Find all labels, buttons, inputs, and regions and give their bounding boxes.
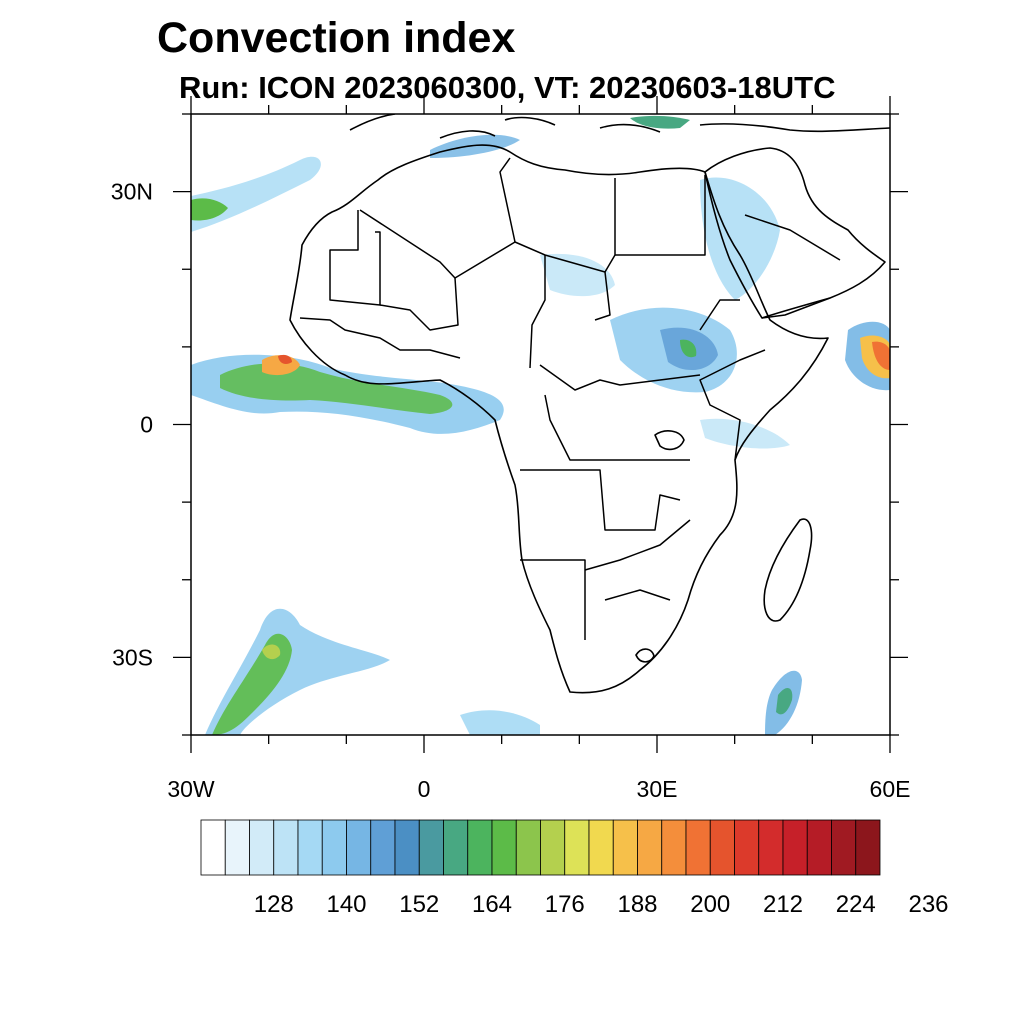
field-south-central <box>460 710 540 735</box>
field-south-atlantic-peak <box>262 644 281 660</box>
colorbar-swatch <box>370 819 396 876</box>
border-3 <box>499 157 516 243</box>
colorbar-swatch <box>418 819 444 876</box>
convection-field <box>191 115 890 735</box>
border-7 <box>615 175 706 256</box>
colorbar-label: 176 <box>545 891 585 918</box>
colorbar-swatch <box>709 819 735 876</box>
field-sahel <box>540 253 615 297</box>
border-15 <box>699 299 740 331</box>
field-north-atlantic <box>191 156 321 232</box>
colorbar-swatch <box>612 819 638 876</box>
border-11 <box>520 559 586 640</box>
border-5 <box>529 255 546 369</box>
lake-victoria-coastline <box>654 430 685 451</box>
y-tick-label: 0 <box>140 412 153 438</box>
border-12 <box>584 519 691 571</box>
colorbar-swatch <box>321 819 347 876</box>
colorbar-label: 236 <box>908 891 948 918</box>
colorbar-swatch <box>782 819 808 876</box>
colorbar: 128 140 152 164 176 188 200 212 224 236 <box>200 819 949 918</box>
lesotho-coastline <box>635 648 655 663</box>
border-4 <box>379 277 459 331</box>
colorbar-swatch <box>273 819 299 876</box>
border-10 <box>520 469 681 531</box>
field-mediterranean <box>430 134 520 158</box>
colorbar-swatch <box>491 819 517 876</box>
colorbar-swatch <box>394 819 420 876</box>
colorbar-swatch <box>758 819 784 876</box>
field-equatorial-east <box>700 418 790 449</box>
chart-subtitle: Run: ICON 2023060300, VT: 20230603-18UTC <box>179 70 836 105</box>
border-8 <box>539 364 701 391</box>
colorbar-swatch <box>564 819 590 876</box>
colorbar-swatch <box>443 819 469 876</box>
field-north-atlantic-core <box>191 198 228 221</box>
border-13 <box>604 589 671 601</box>
border-6 <box>594 271 611 321</box>
colorbar-label: 152 <box>399 891 439 918</box>
europe-coastline <box>349 114 890 139</box>
madagascar-coastline <box>763 518 813 622</box>
field-ethiopia-green <box>680 339 697 358</box>
colorbar-label: 164 <box>472 891 512 918</box>
colorbar-swatch <box>806 819 832 876</box>
colorbar-swatch <box>297 819 323 876</box>
colorbar-label: 140 <box>326 891 366 918</box>
y-tick-label: 30S <box>112 644 153 670</box>
colorbar-label: 188 <box>617 891 657 918</box>
field-band-west-africa-core <box>220 363 453 414</box>
colorbar-swatch <box>346 819 372 876</box>
colorbar-swatch <box>637 819 663 876</box>
colorbar-label: 212 <box>763 891 803 918</box>
field-mediterranean-east <box>630 115 690 129</box>
border-17 <box>744 214 841 261</box>
colorbar-label: 200 <box>690 891 730 918</box>
border-2 <box>359 178 616 279</box>
colorbar-swatch <box>249 819 275 876</box>
axis-ticks: 30W 0 30E 60E 30N 0 30S <box>111 96 911 802</box>
colorbar-swatch <box>855 819 881 876</box>
x-tick-label: 30W <box>167 776 215 802</box>
colorbar-swatch <box>734 819 760 876</box>
colorbar-swatch <box>224 819 250 876</box>
colorbar-swatch <box>831 819 857 876</box>
x-tick-label: 0 <box>418 776 431 802</box>
colorbar-label: 224 <box>836 891 876 918</box>
colorbar-label: 128 <box>254 891 294 918</box>
x-tick-label: 60E <box>870 776 911 802</box>
field-arabia <box>700 177 780 300</box>
chart-title: Convection index <box>157 14 516 62</box>
border-18 <box>299 317 461 359</box>
y-tick-label: 30N <box>111 179 153 205</box>
colorbar-swatch <box>588 819 614 876</box>
colorbar-swatch <box>200 819 226 876</box>
colorbar-swatch <box>467 819 493 876</box>
colorbar-swatch <box>540 819 566 876</box>
field-arabian-sea-hot <box>872 341 890 370</box>
country-borders <box>299 157 841 640</box>
x-tick-label: 30E <box>637 776 678 802</box>
field-band-west-africa-hot <box>278 354 292 364</box>
colorbar-swatch <box>685 819 711 876</box>
africa-coastline <box>289 144 829 694</box>
border-1 <box>329 210 381 306</box>
arabia-coastline <box>704 147 886 319</box>
colorbar-swatch <box>661 819 687 876</box>
border-14 <box>699 349 766 461</box>
border-9 <box>544 394 690 461</box>
border-16 <box>761 297 831 319</box>
field-indian-ocean-south-core <box>776 687 793 715</box>
coastlines <box>289 114 890 694</box>
colorbar-swatch <box>515 819 541 876</box>
